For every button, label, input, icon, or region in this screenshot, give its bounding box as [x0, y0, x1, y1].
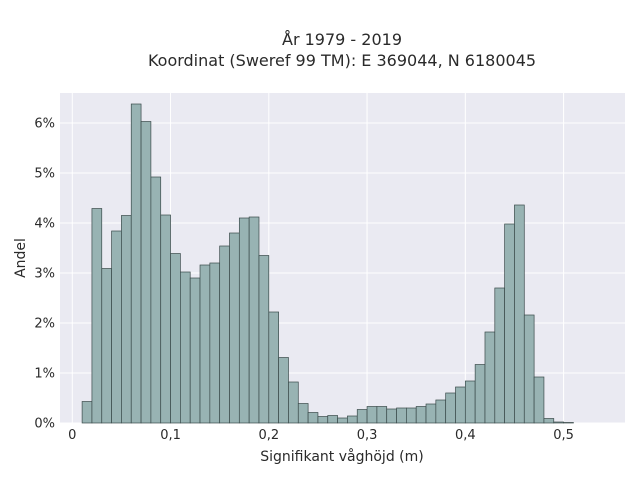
histogram-bar: [435, 399, 447, 424]
histogram-bar: [445, 392, 456, 424]
y-tick-labels: 0% 1% 2% 3% 4% 5% 6%: [34, 117, 55, 432]
histogram-bar: [307, 412, 319, 424]
histogram-bar: [356, 409, 368, 424]
bars-group: [81, 103, 574, 424]
histogram-bar: [101, 268, 112, 424]
histogram-bar: [376, 406, 388, 424]
x-tick-label: 0,4: [455, 428, 476, 443]
histogram-bar: [386, 408, 397, 424]
chart-title-line2: Koordinat (Sweref 99 TM): E 369044, N 61…: [148, 51, 536, 70]
histogram-bar: [189, 277, 201, 424]
histogram-bar: [199, 264, 211, 424]
histogram-bar: [170, 253, 181, 424]
histogram-bar: [563, 422, 574, 424]
x-axis-label: Signifikant våghöjd (m): [260, 448, 423, 465]
histogram-bar: [347, 415, 358, 424]
y-tick-label: 4%: [34, 217, 55, 232]
histogram-bar: [484, 331, 496, 424]
histogram-bar: [337, 417, 348, 424]
histogram-bar: [229, 232, 240, 424]
histogram-bar: [81, 401, 93, 424]
histogram-bar: [278, 357, 289, 424]
histogram-bar: [553, 421, 564, 424]
y-tick-label: 5%: [34, 167, 55, 182]
histogram-bar: [455, 386, 466, 424]
histogram-bar: [297, 403, 309, 424]
histogram-bar: [160, 214, 171, 424]
y-tick-label: 2%: [34, 317, 55, 332]
histogram-bar: [111, 230, 122, 424]
histogram-bar: [406, 407, 417, 424]
histogram-bar: [209, 262, 221, 424]
x-tick-label: 0,1: [160, 428, 181, 443]
histogram-bar: [258, 255, 270, 424]
y-axis-label: Andel: [13, 238, 29, 278]
histogram-bar: [288, 381, 299, 424]
histogram-bar: [366, 406, 378, 424]
histogram-bar: [533, 376, 545, 424]
x-tick-label: 0: [68, 428, 76, 443]
histogram-bar: [543, 418, 555, 424]
histogram-bar: [238, 217, 250, 424]
histogram-bar: [268, 311, 279, 424]
histogram-bar: [219, 245, 230, 424]
histogram-bar: [523, 314, 535, 424]
histogram-bar: [130, 103, 142, 424]
histogram-bar: [150, 176, 162, 424]
y-tick-label: 3%: [34, 267, 55, 282]
x-tick-label: 0,3: [357, 428, 378, 443]
histogram-bar: [327, 415, 338, 424]
histogram-bar: [415, 406, 427, 424]
histogram-bar: [317, 416, 329, 424]
y-tick-label: 1%: [34, 367, 55, 382]
histogram-bar: [248, 216, 260, 424]
histogram-bar: [474, 364, 486, 424]
histogram-bar: [494, 287, 505, 424]
x-tick-label: 0,2: [258, 428, 279, 443]
x-tick-labels: 0 0,1 0,2 0,3 0,4 0,5: [68, 428, 574, 443]
y-tick-label: 0%: [34, 417, 55, 432]
histogram-bar: [504, 223, 515, 424]
histogram-bar: [514, 204, 525, 424]
histogram-bar: [140, 121, 152, 424]
histogram-bar: [464, 380, 476, 424]
histogram-bar: [121, 215, 132, 424]
y-tick-label: 6%: [34, 117, 55, 132]
histogram-bar: [396, 407, 407, 424]
histogram-bar: [91, 208, 103, 424]
chart-title-line1: År 1979 - 2019: [282, 30, 402, 49]
histogram-bar: [180, 271, 191, 424]
histogram-bar: [425, 403, 437, 424]
x-tick-label: 0,5: [553, 428, 574, 443]
